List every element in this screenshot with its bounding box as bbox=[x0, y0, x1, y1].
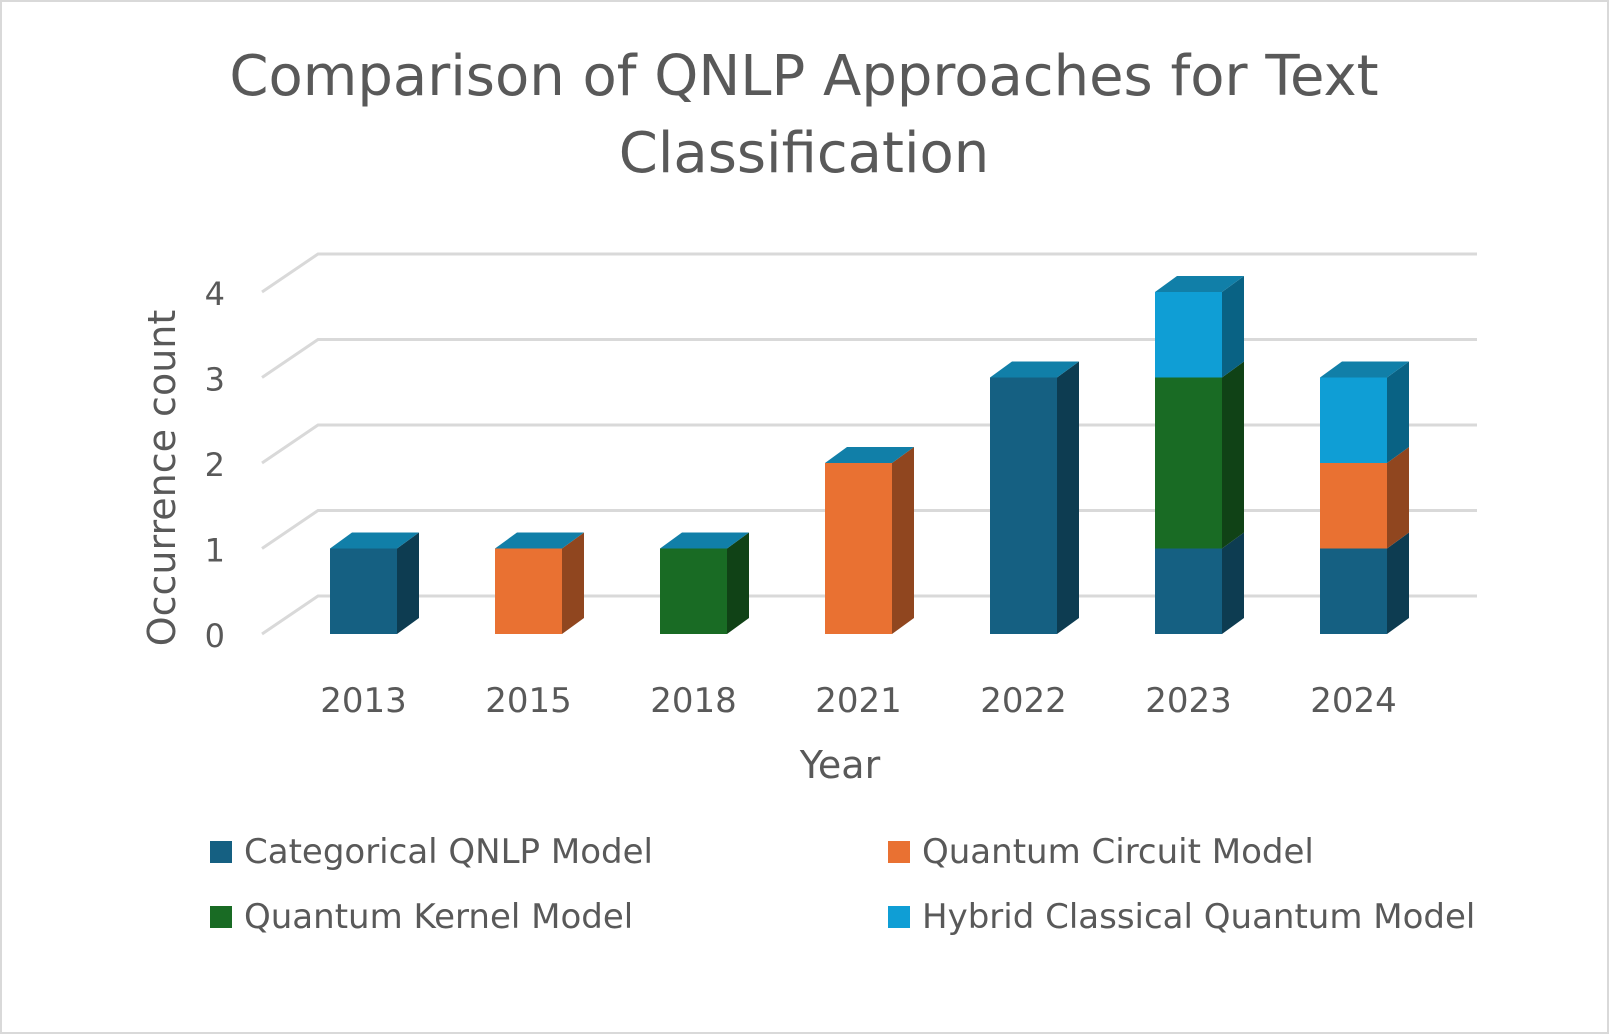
x-axis-title: Year bbox=[799, 743, 881, 787]
bar-side-face bbox=[397, 532, 419, 634]
x-tick-label: 2013 bbox=[320, 681, 407, 721]
y-tick-label: 2 bbox=[205, 446, 225, 484]
bar-side-face bbox=[1222, 276, 1244, 378]
bar-front-face bbox=[1320, 463, 1387, 549]
x-tick-label: 2023 bbox=[1145, 681, 1232, 721]
y-tick-label: 1 bbox=[205, 532, 225, 570]
bar-segment bbox=[1320, 532, 1409, 634]
gridline bbox=[261, 338, 1477, 379]
bar-top-face bbox=[330, 532, 419, 549]
gridline bbox=[261, 423, 1477, 465]
bar-top-face bbox=[495, 532, 584, 549]
y-tick-label: 4 bbox=[205, 275, 225, 313]
bar-side-face bbox=[1387, 532, 1409, 634]
bar-segment bbox=[825, 447, 914, 634]
bar-front-face bbox=[1155, 548, 1222, 634]
x-tick-label: 2018 bbox=[650, 681, 737, 721]
bar-side-face bbox=[1387, 361, 1409, 463]
bar-segment bbox=[1155, 361, 1244, 549]
bar-segment bbox=[990, 361, 1079, 634]
bar-side-face bbox=[727, 532, 749, 634]
bar-segment bbox=[1320, 361, 1409, 463]
bar-front-face bbox=[1155, 292, 1222, 378]
chart-title-line-1: Comparison of QNLP Approaches for Text bbox=[229, 44, 1378, 109]
bar-segment bbox=[330, 532, 419, 634]
gridline bbox=[261, 509, 1477, 550]
bar-top-face bbox=[825, 447, 914, 463]
bar-side-face bbox=[1057, 361, 1079, 634]
bars bbox=[330, 276, 1409, 634]
bar-segment bbox=[495, 532, 584, 634]
y-axis-title: Occurrence count bbox=[140, 310, 184, 647]
y-tick-labels: 0 1 2 3 4 bbox=[205, 275, 225, 655]
bar-front-face bbox=[825, 463, 892, 634]
bar-front-face bbox=[1320, 377, 1387, 463]
x-tick-label: 2021 bbox=[815, 681, 902, 721]
bar-top-face bbox=[1155, 276, 1244, 292]
bar-side-face bbox=[1387, 447, 1409, 549]
y-tick-label: 0 bbox=[205, 617, 225, 655]
bar-side-face bbox=[562, 532, 584, 634]
bar-front-face bbox=[1320, 548, 1387, 634]
bar-segment bbox=[660, 532, 749, 634]
bar-top-face bbox=[990, 361, 1079, 378]
bar-top-face bbox=[660, 532, 749, 549]
bar-front-face bbox=[495, 548, 562, 634]
bar-segment bbox=[1320, 447, 1409, 549]
bar-segment bbox=[1155, 532, 1244, 634]
bar-front-face bbox=[990, 377, 1057, 634]
y-tick-label: 3 bbox=[205, 361, 225, 399]
x-tick-label: 2024 bbox=[1310, 681, 1397, 721]
bar-segment bbox=[1155, 276, 1244, 378]
gridline bbox=[261, 252, 1477, 294]
gridlines bbox=[261, 252, 1477, 636]
bar-front-face bbox=[330, 548, 397, 634]
bar-side-face bbox=[1222, 361, 1244, 549]
bar-front-face bbox=[660, 548, 727, 634]
x-tick-labels: 2013 2015 2018 2021 2022 2023 2024 bbox=[320, 681, 1397, 721]
bar-front-face bbox=[1155, 377, 1222, 549]
bar-side-face bbox=[1222, 532, 1244, 634]
chart-title-line-2: Classification bbox=[619, 121, 990, 186]
gridline bbox=[261, 594, 1477, 636]
x-tick-label: 2015 bbox=[485, 681, 572, 721]
x-tick-label: 2022 bbox=[980, 681, 1067, 721]
bar-top-face bbox=[1320, 361, 1409, 378]
bar-side-face bbox=[892, 447, 914, 634]
